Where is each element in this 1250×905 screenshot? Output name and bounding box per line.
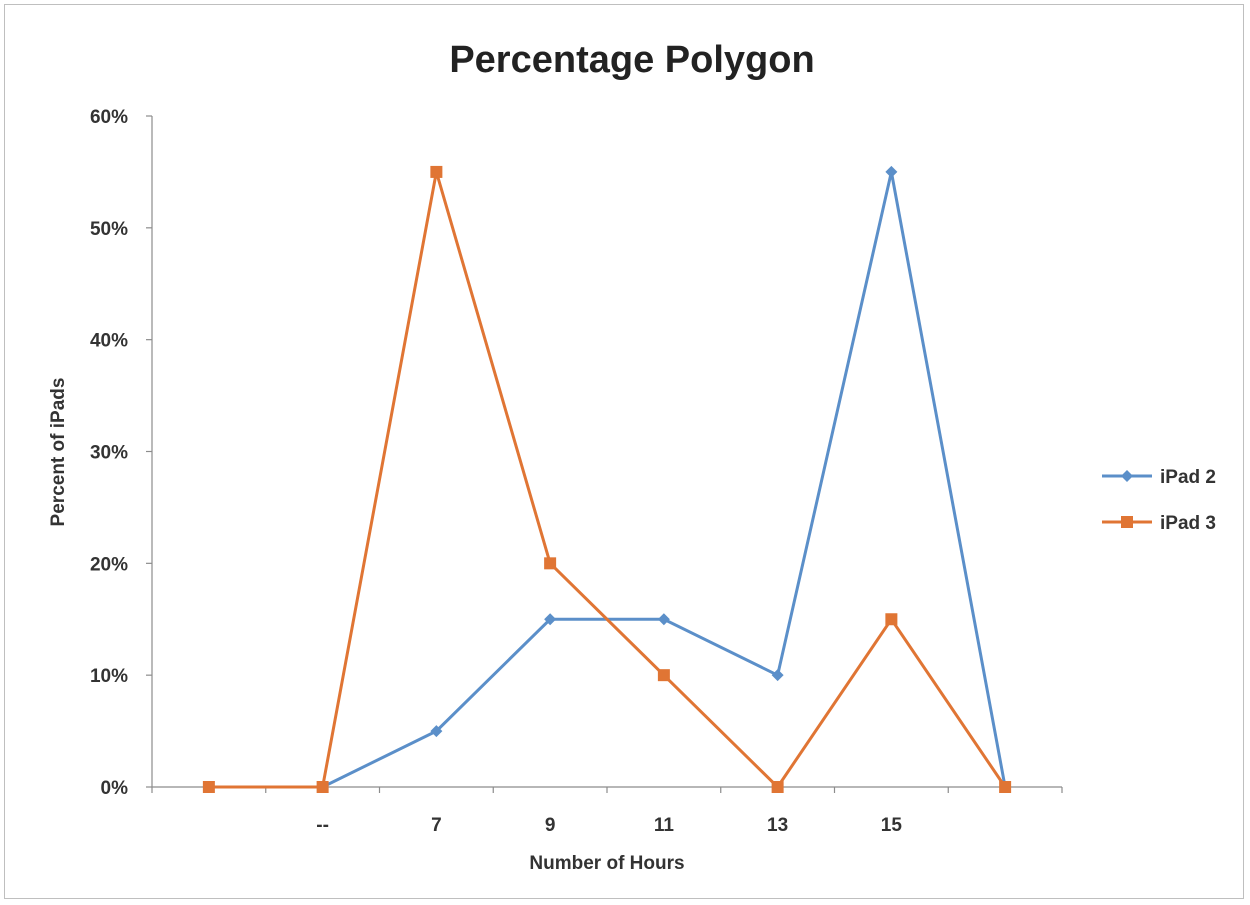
x-tick-label: 7 (431, 815, 442, 836)
legend: iPad 2 iPad 3 (1102, 467, 1216, 534)
legend-label-ipad-3: iPad 3 (1160, 513, 1216, 534)
data-point-ipad-2 (430, 725, 443, 738)
data-point-ipad-3 (657, 669, 670, 682)
legend-item-ipad-2: iPad 2 (1102, 467, 1216, 488)
y-tick-label: 40% (90, 331, 128, 352)
data-point-ipad-2 (544, 613, 557, 626)
legend-label-ipad-2: iPad 2 (1160, 467, 1216, 488)
x-axis-label: Number of Hours (529, 853, 684, 874)
y-tick-label: 60% (90, 107, 128, 128)
y-tick-label: 20% (90, 554, 128, 575)
y-tick-label: 30% (90, 443, 128, 464)
data-point-ipad-2 (885, 165, 898, 178)
series-line-ipad-3 (208, 171, 1007, 790)
chart-title: Percentage Polygon (449, 39, 814, 81)
y-tick-label: 50% (90, 219, 128, 240)
series-ipad-3 (202, 165, 1012, 793)
x-tick-label: 11 (654, 815, 675, 836)
series-layer (202, 165, 1012, 793)
data-point-ipad-3 (316, 781, 329, 793)
data-point-ipad-3 (999, 781, 1012, 793)
data-point-ipad-3 (771, 781, 784, 793)
legend-marker-ipad-3 (1121, 516, 1133, 528)
data-point-ipad-2 (657, 613, 670, 626)
x-tick-label: 9 (545, 815, 556, 836)
axes: 0% 10% 20% 30% 40% 50% 60% -- 7 9 11 13 15 (90, 107, 1063, 836)
data-point-ipad-3 (202, 781, 215, 793)
chart-frame (4, 4, 1244, 899)
data-point-ipad-3 (544, 557, 557, 570)
x-tick-label: 15 (881, 815, 903, 836)
y-tick-label: 10% (90, 666, 128, 687)
legend-item-ipad-3: iPad 3 (1102, 513, 1216, 534)
data-point-ipad-2 (771, 669, 784, 682)
data-point-ipad-3 (885, 613, 898, 626)
x-tick-label: 13 (767, 815, 788, 836)
series-line-ipad-2 (321, 171, 1007, 789)
legend-marker-ipad-2 (1121, 470, 1133, 482)
data-point-ipad-3 (430, 165, 443, 178)
x-tick-label: -- (316, 815, 329, 836)
y-axis-label: Percent of iPads (48, 378, 69, 527)
y-tick-label: 0% (101, 778, 129, 799)
